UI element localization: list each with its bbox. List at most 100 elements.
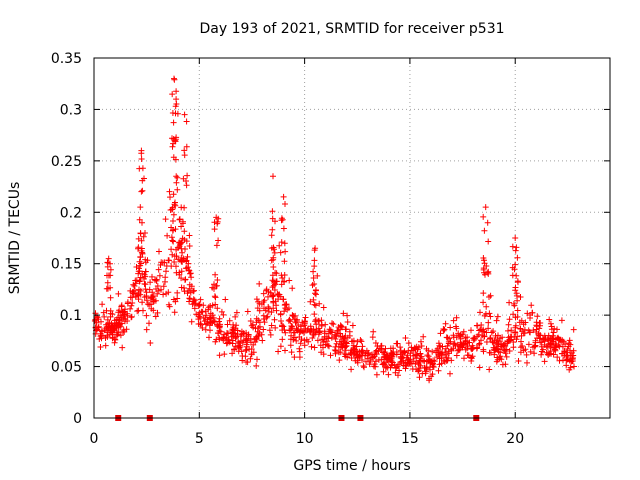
data-point — [137, 230, 144, 237]
data-point — [171, 137, 178, 144]
data-point — [186, 267, 193, 274]
data-point — [209, 302, 216, 309]
data-point — [172, 202, 179, 209]
data-point — [531, 350, 538, 357]
data-point — [474, 322, 481, 329]
data-point — [128, 302, 135, 309]
data-point — [369, 334, 376, 341]
data-point — [311, 311, 318, 318]
data-point — [434, 345, 441, 352]
x-tick-label: 15 — [401, 431, 419, 447]
data-point — [422, 370, 429, 377]
data-point — [138, 188, 145, 195]
data-point — [541, 358, 548, 365]
data-point — [253, 333, 260, 340]
data-point — [212, 294, 219, 301]
data-point — [337, 330, 343, 337]
data-point — [193, 311, 200, 318]
data-point — [184, 172, 191, 179]
data-point — [344, 319, 351, 325]
data-point — [286, 327, 293, 334]
data-point — [243, 336, 250, 343]
data-point — [312, 302, 319, 309]
data-point — [216, 324, 223, 331]
data-point — [312, 287, 319, 294]
data-point — [152, 313, 159, 320]
data-point — [178, 275, 185, 282]
data-point — [343, 340, 350, 347]
data-point — [485, 268, 492, 275]
data-point — [248, 351, 255, 358]
data-point — [259, 337, 266, 344]
data-point — [197, 314, 204, 321]
data-point — [255, 317, 262, 324]
data-point — [326, 343, 332, 350]
data-point — [282, 201, 288, 207]
data-point — [278, 318, 284, 324]
data-point — [339, 333, 346, 340]
data-point — [290, 336, 297, 343]
data-point — [437, 350, 444, 357]
data-point — [457, 331, 464, 338]
data-point — [469, 342, 476, 349]
data-point — [143, 326, 150, 333]
data-point — [109, 331, 116, 338]
data-point — [158, 286, 164, 293]
data-point — [563, 362, 570, 369]
data-point — [395, 372, 401, 379]
data-point — [385, 371, 392, 378]
data-point — [207, 315, 214, 322]
data-point — [312, 316, 319, 323]
data-point — [554, 326, 560, 333]
data-point — [348, 366, 355, 373]
data-point — [360, 363, 367, 369]
data-point — [121, 318, 128, 325]
data-point — [270, 278, 277, 285]
data-point — [143, 312, 150, 319]
x-axis-label: GPS time / hours — [293, 458, 410, 474]
data-point — [523, 351, 530, 358]
data-point — [447, 338, 454, 345]
data-point — [505, 321, 512, 328]
data-point — [132, 280, 139, 287]
data-point — [286, 277, 293, 284]
data-point — [544, 336, 551, 343]
data-point — [447, 370, 453, 377]
data-point — [270, 173, 276, 180]
data-point — [480, 265, 487, 272]
data-point — [263, 286, 270, 293]
data-point — [514, 313, 521, 320]
data-point — [130, 288, 137, 295]
data-point — [105, 255, 112, 262]
data-point — [156, 272, 163, 279]
data-point — [321, 336, 327, 343]
data-point — [230, 327, 237, 333]
data-point — [303, 336, 310, 343]
data-point — [389, 353, 396, 360]
data-point — [466, 339, 473, 346]
data-point — [297, 328, 304, 335]
data-point — [442, 349, 448, 356]
data-point — [165, 301, 172, 308]
data-point — [296, 354, 303, 361]
data-point — [423, 345, 430, 352]
data-point — [195, 303, 202, 309]
data-point — [268, 232, 275, 239]
data-point — [104, 272, 110, 279]
data-point — [380, 360, 387, 367]
data-point — [550, 351, 557, 358]
data-point — [160, 283, 167, 290]
data-point — [107, 294, 114, 301]
data-point — [293, 325, 300, 332]
data-point — [456, 346, 463, 353]
data-point — [357, 337, 364, 343]
data-point — [138, 147, 145, 154]
data-point — [331, 347, 338, 353]
data-point — [268, 322, 275, 329]
data-point — [519, 343, 526, 349]
data-point — [173, 96, 180, 103]
data-point — [282, 329, 289, 336]
data-point — [173, 173, 180, 180]
data-point — [370, 363, 377, 370]
data-point — [447, 324, 454, 331]
